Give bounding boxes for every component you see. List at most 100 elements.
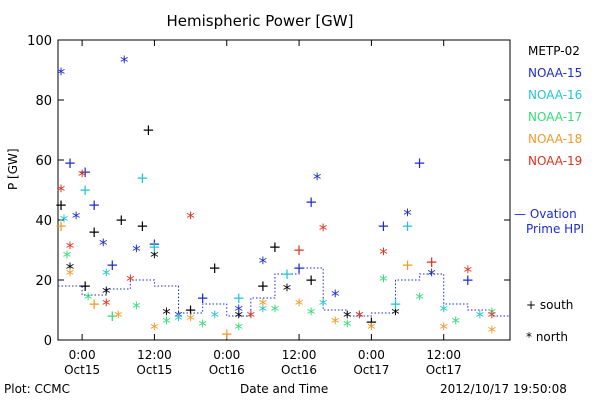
data-point: * xyxy=(162,314,171,334)
data-point: + xyxy=(389,295,402,313)
data-point: * xyxy=(210,308,219,328)
data-point: + xyxy=(365,313,378,331)
data-point: * xyxy=(99,236,108,256)
data-point: * xyxy=(379,272,388,292)
x-tick-label-date: Oct17 xyxy=(353,363,389,377)
data-point: + xyxy=(208,259,221,277)
data-point: * xyxy=(283,281,292,301)
data-point: * xyxy=(235,320,244,340)
data-point: * xyxy=(174,308,183,328)
data-point: * xyxy=(488,305,497,325)
y-tick-label: 100 xyxy=(27,34,52,49)
data-point: + xyxy=(305,193,318,211)
data-point: * xyxy=(313,170,322,190)
data-point: * xyxy=(271,302,280,322)
x-tick-label-time: 12:00 xyxy=(426,348,461,362)
plot-frame xyxy=(57,39,511,341)
data-point: + xyxy=(142,121,155,139)
data-point: * xyxy=(452,314,461,334)
data-point: + xyxy=(196,289,209,307)
data-point: * xyxy=(235,308,244,328)
legend-item: NOAA-19 xyxy=(528,154,583,168)
data-point: + xyxy=(425,253,438,271)
data-point: * xyxy=(391,305,400,325)
x-tick-label-date: Oct16 xyxy=(281,363,317,377)
data-point: * xyxy=(343,317,352,337)
data-point: * xyxy=(379,245,388,265)
data-point: + xyxy=(184,301,197,319)
data-point: + xyxy=(136,217,149,235)
data-point: + xyxy=(293,259,306,277)
legend-marker: + south xyxy=(526,298,574,312)
data-point: * xyxy=(415,290,424,310)
data-point: + xyxy=(148,238,161,256)
legend-item: NOAA-15 xyxy=(528,66,583,80)
legend-item: NOAA-17 xyxy=(528,110,583,124)
data-point: * xyxy=(331,314,340,334)
data-point: * xyxy=(427,266,436,286)
y-tick-label: 40 xyxy=(35,214,52,229)
data-point: * xyxy=(295,296,304,316)
data-point: + xyxy=(220,325,233,343)
data-point: * xyxy=(198,317,207,337)
data-point: * xyxy=(319,221,328,241)
data-point: * xyxy=(78,167,87,187)
data-point: * xyxy=(319,296,328,316)
footer-credit: Plot: CCMC xyxy=(4,382,70,396)
data-point: + xyxy=(106,256,119,274)
legend-item: NOAA-18 xyxy=(528,132,583,146)
data-point: * xyxy=(464,263,473,283)
data-point: + xyxy=(64,154,77,172)
data-point: * xyxy=(150,320,159,340)
data-point: + xyxy=(79,181,92,199)
data-point: * xyxy=(439,302,448,322)
data-point: * xyxy=(367,320,376,340)
chart-axes: 0204060801000:00Oct1512:00Oct150:00Oct16… xyxy=(27,34,511,377)
data-point: * xyxy=(57,182,66,202)
data-point: * xyxy=(72,209,81,229)
data-point: * xyxy=(57,65,66,85)
data-point: * xyxy=(102,284,111,304)
data-point: + xyxy=(269,238,282,256)
y-tick-label: 0 xyxy=(44,334,52,349)
data-point: * xyxy=(186,311,195,331)
legend-item: NOAA-16 xyxy=(528,88,583,102)
data-point: * xyxy=(403,206,412,226)
data-point: * xyxy=(476,308,485,328)
data-point: * xyxy=(66,239,75,259)
data-point: + xyxy=(257,277,270,295)
legend-ovation-label: Prime HPI xyxy=(526,222,584,236)
data-point: + xyxy=(233,289,246,307)
data-point: + xyxy=(293,241,306,259)
data-point: * xyxy=(355,308,364,328)
data-point: * xyxy=(259,254,268,274)
data-point: * xyxy=(307,305,316,325)
data-point: * xyxy=(259,302,268,322)
data-point: * xyxy=(84,290,93,310)
x-tick-label-time: 0:00 xyxy=(213,348,240,362)
data-point: + xyxy=(79,163,92,181)
data-point: * xyxy=(186,209,195,229)
data-point: * xyxy=(102,266,111,286)
data-point: * xyxy=(150,248,159,268)
y-tick-label: 80 xyxy=(35,94,52,109)
data-point: + xyxy=(55,217,68,235)
chart-title: Hemispheric Power [GW] xyxy=(166,12,354,30)
x-tick-label-time: 12:00 xyxy=(282,348,317,362)
legend-ovation-label: — Ovation xyxy=(514,207,577,221)
x-tick-label-time: 12:00 xyxy=(137,348,172,362)
data-point: + xyxy=(88,295,101,313)
data-point: + xyxy=(462,271,475,289)
data-point: * xyxy=(60,212,69,232)
data-point: + xyxy=(401,217,414,235)
x-tick-label-date: Oct15 xyxy=(64,363,100,377)
data-point: * xyxy=(331,287,340,307)
data-point: * xyxy=(132,242,141,262)
data-point: + xyxy=(377,217,390,235)
x-axis-label: Date and Time xyxy=(240,382,329,396)
x-tick-label-time: 0:00 xyxy=(69,348,96,362)
data-point: * xyxy=(102,296,111,316)
data-point: + xyxy=(281,265,294,283)
data-point: * xyxy=(162,305,171,325)
